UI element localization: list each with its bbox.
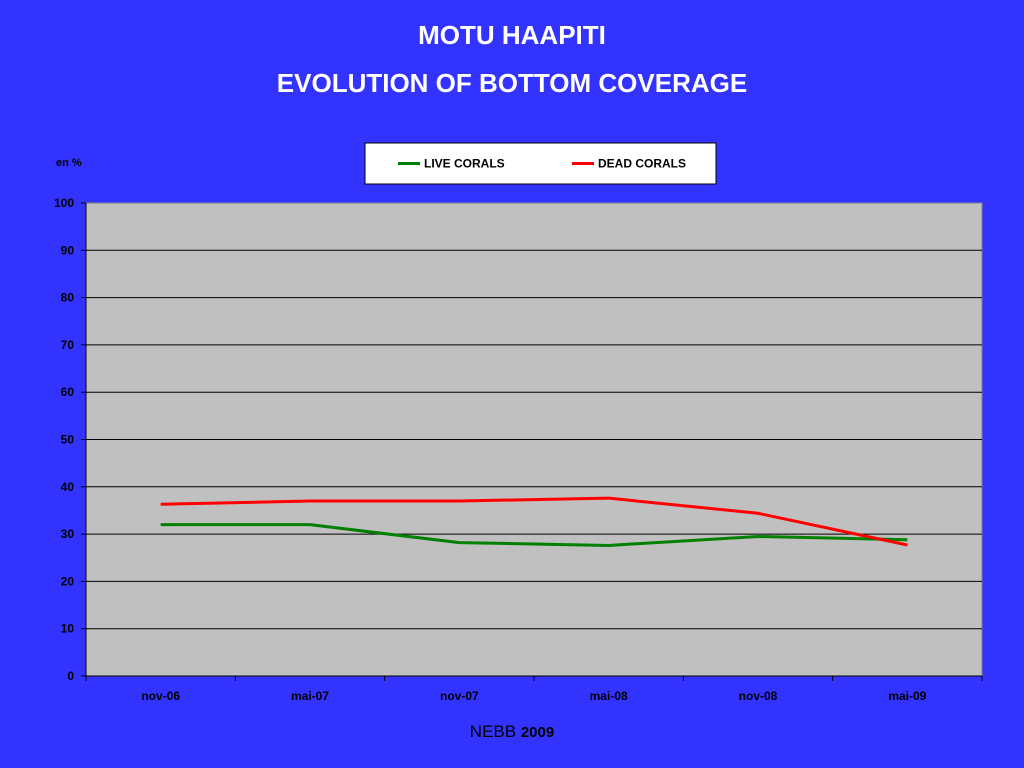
y-axis-label: en % bbox=[56, 157, 82, 169]
y-tick-label-90: 90 bbox=[61, 243, 75, 257]
y-tick-label-20: 20 bbox=[61, 574, 75, 588]
y-tick-label-70: 70 bbox=[61, 338, 75, 352]
series-line-live-corals bbox=[160, 523, 908, 547]
footer-name: NEBB bbox=[469, 722, 517, 741]
x-tick-label-nov-07: nov-07 bbox=[440, 689, 479, 703]
y-tick-label-0: 0 bbox=[67, 669, 74, 683]
y-tick-label-50: 50 bbox=[61, 433, 75, 447]
x-tick-label-mai-08: mai-08 bbox=[590, 689, 628, 703]
y-tick-label-100: 100 bbox=[54, 196, 74, 210]
y-tick-label-60: 60 bbox=[61, 385, 75, 399]
y-tick-label-40: 40 bbox=[61, 480, 75, 494]
footer-year: 2009 bbox=[520, 724, 555, 741]
series-line-dead-corals bbox=[160, 496, 908, 547]
slide-title: MOTU HAAPITI bbox=[418, 20, 606, 50]
legend-label-dead-corals: DEAD CORALS bbox=[598, 157, 686, 171]
x-tick-label-mai-09: mai-09 bbox=[888, 689, 926, 703]
y-tick-label-30: 30 bbox=[61, 527, 75, 541]
x-tick-label-nov-06: nov-06 bbox=[141, 689, 180, 703]
y-tick-label-80: 80 bbox=[61, 291, 75, 305]
x-tick-label-mai-07: mai-07 bbox=[291, 689, 329, 703]
slide-subtitle: EVOLUTION OF BOTTOM COVERAGE bbox=[276, 68, 748, 98]
footer-credit: NEBB 2009 bbox=[0, 722, 1024, 742]
x-tick-label-nov-08: nov-08 bbox=[739, 689, 778, 703]
legend-label-live-corals: LIVE CORALS bbox=[424, 157, 505, 171]
legend-box bbox=[364, 142, 717, 185]
y-tick-label-10: 10 bbox=[61, 622, 75, 636]
